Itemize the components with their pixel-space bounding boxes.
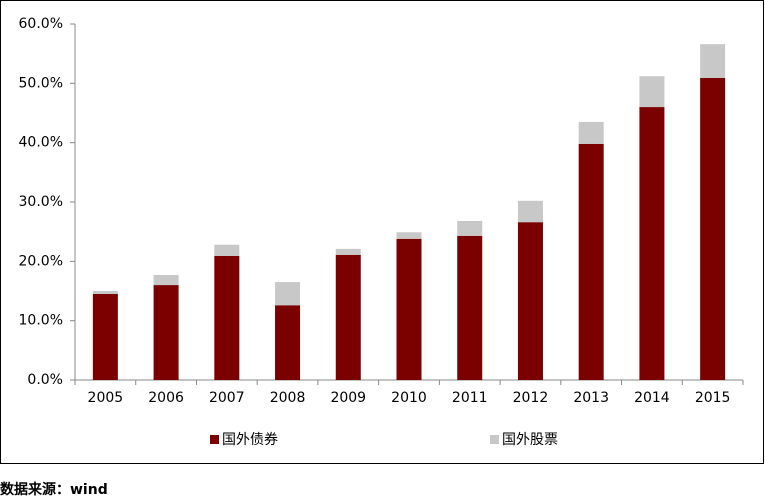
y-tick-label: 40.0% (19, 135, 63, 151)
bar-segment (578, 121, 604, 144)
legend-swatch (490, 435, 499, 444)
bar-segment (457, 220, 483, 236)
bar-segment (153, 274, 179, 286)
bar-segment (92, 291, 118, 294)
y-tick-label: 50.0% (19, 75, 63, 91)
y-tick-label: 20.0% (19, 253, 63, 269)
bar-segment (275, 305, 301, 380)
bar-segment (457, 235, 483, 380)
bar-segment (578, 143, 604, 380)
bar-segment (335, 248, 361, 255)
legend-label: 国外债券 (222, 432, 278, 448)
x-tick-label: 2013 (573, 390, 609, 406)
legend-swatch (210, 435, 219, 444)
chart-frame (0, 0, 764, 464)
y-tick-label: 10.0% (19, 313, 63, 329)
bar-segment (700, 77, 726, 380)
y-tick-label: 60.0% (19, 16, 63, 32)
x-tick-label: 2010 (391, 390, 427, 406)
x-tick-label: 2007 (209, 390, 245, 406)
bar-segment (214, 255, 240, 380)
y-tick-label: 30.0% (19, 194, 63, 210)
x-tick-label: 2012 (513, 390, 549, 406)
bar-segment (92, 293, 118, 380)
x-tick-label: 2008 (270, 390, 306, 406)
bar-segment (396, 238, 422, 380)
bar-segment (153, 285, 179, 380)
x-tick-label: 2005 (88, 390, 124, 406)
x-tick-label: 2009 (330, 390, 366, 406)
legend-label: 国外股票 (502, 432, 558, 448)
x-tick-label: 2014 (634, 390, 670, 406)
bar-segment (275, 282, 301, 306)
bar-segment (639, 107, 665, 381)
y-tick-label: 0.0% (27, 372, 63, 388)
source-note: 数据来源：wind (0, 481, 108, 498)
bar-segment (517, 222, 543, 380)
x-tick-label: 2006 (148, 390, 184, 406)
bar-segment (700, 44, 726, 78)
bar-segment (214, 244, 240, 256)
x-tick-label: 2011 (452, 390, 488, 406)
bar-segment (639, 76, 665, 108)
bar-segment (335, 254, 361, 380)
bar-segment (396, 232, 422, 239)
bar-segment (517, 200, 543, 223)
x-tick-label: 2015 (695, 390, 731, 406)
